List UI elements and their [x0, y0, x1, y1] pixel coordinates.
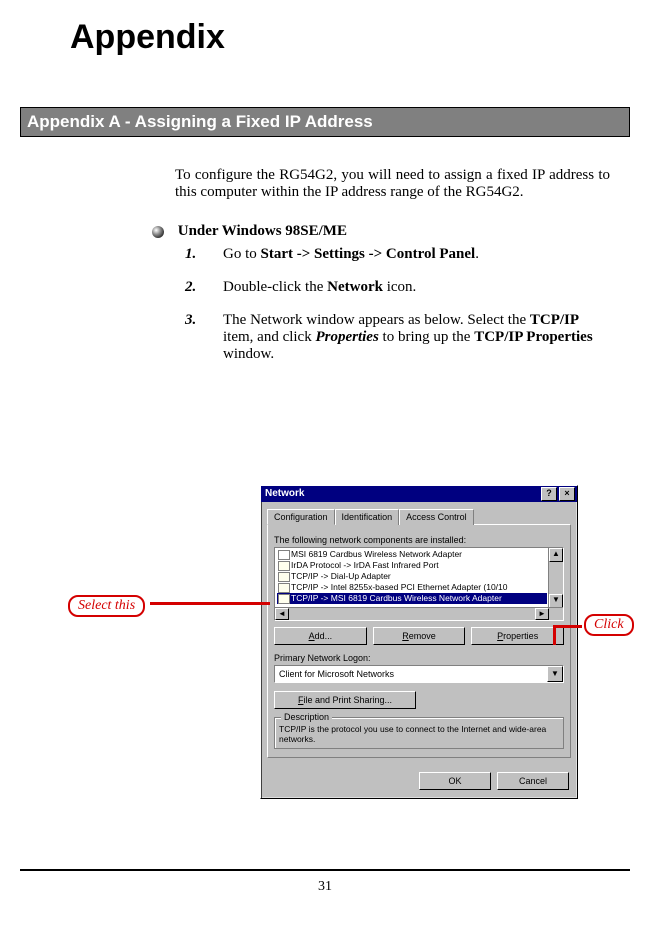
- help-button[interactable]: ?: [541, 487, 557, 501]
- step-2: 2. Double-click the Network icon.: [185, 279, 610, 296]
- prop-rest: roperties: [503, 631, 538, 641]
- list-item[interactable]: TCP/IP -> Intel 8255x-based PCI Ethernet…: [277, 582, 547, 593]
- primary-logon-combo[interactable]: Client for Microsoft Networks ▼: [274, 665, 564, 683]
- button-row: Add... Remove Properties: [274, 627, 564, 645]
- dialog-footer: OK Cancel: [261, 766, 577, 798]
- combo-dropdown-button[interactable]: ▼: [547, 666, 563, 682]
- platform-heading: Under Windows 98SE/ME: [152, 223, 650, 240]
- callout-select-this: Select this: [68, 595, 145, 617]
- list-inner: MSI 6819 Cardbus Wireless Network Adapte…: [275, 548, 549, 608]
- step-1-num: 1.: [185, 246, 196, 263]
- step-3: 3. The Network window appears as below. …: [185, 312, 610, 363]
- step-1-bold: Start -> Settings -> Control Panel: [261, 246, 476, 262]
- fps-rest: ile and Print Sharing...: [303, 695, 392, 705]
- properties-button[interactable]: Properties: [471, 627, 564, 645]
- close-button[interactable]: ×: [559, 487, 575, 501]
- bullet-icon: [152, 226, 164, 238]
- list-item[interactable]: TCP/IP -> Dial-Up Adapter: [277, 571, 547, 582]
- scroll-left-button[interactable]: ◄: [275, 608, 289, 620]
- description-title: Description: [281, 712, 332, 722]
- list-item[interactable]: IrDA Protocol -> IrDA Fast Infrared Port: [277, 560, 547, 571]
- list-item-selected[interactable]: TCP/IP -> MSI 6819 Cardbus Wireless Netw…: [277, 593, 547, 604]
- network-dialog: Network ? × Configuration Identification…: [260, 485, 578, 799]
- installed-label: The following network components are ins…: [274, 535, 564, 545]
- step-3-d: Properties: [315, 329, 378, 345]
- callout-click-line-h: [554, 625, 582, 628]
- step-3-f: TCP/IP Properties: [474, 329, 592, 345]
- step-3-b: TCP/IP: [530, 312, 579, 328]
- list-item[interactable]: MSI 6819 Cardbus Wireless Network Adapte…: [277, 549, 547, 560]
- tab-identification[interactable]: Identification: [335, 509, 400, 525]
- step-3-c: item, and click: [223, 329, 315, 345]
- callout-click-line-v: [553, 625, 556, 645]
- remove-rest: emove: [409, 631, 436, 641]
- step-1-pre: Go to: [223, 246, 261, 262]
- section-heading-bar: Appendix A - Assigning a Fixed IP Addres…: [20, 107, 630, 137]
- step-3-g: window.: [223, 346, 274, 362]
- step-1-post: .: [475, 246, 479, 262]
- step-2-pre: Double-click the: [223, 279, 327, 295]
- cancel-button[interactable]: Cancel: [497, 772, 569, 790]
- dialog-titlebar[interactable]: Network ? ×: [261, 486, 577, 502]
- dialog-body: Configuration Identification Access Cont…: [261, 502, 577, 766]
- footer-rule: [20, 869, 630, 871]
- tabs: Configuration Identification Access Cont…: [267, 508, 571, 524]
- platform-heading-text: Under Windows 98SE/ME: [178, 223, 347, 239]
- page-title: Appendix: [70, 18, 650, 57]
- vertical-scrollbar[interactable]: ▲ ▼: [548, 548, 563, 608]
- tab-access-control[interactable]: Access Control: [399, 509, 474, 525]
- add-button[interactable]: Add...: [274, 627, 367, 645]
- page-number: 31: [0, 879, 650, 895]
- ok-button[interactable]: OK: [419, 772, 491, 790]
- step-3-e: to bring up the: [379, 329, 474, 345]
- dialog-window: Network ? × Configuration Identification…: [260, 485, 578, 799]
- file-print-sharing-button[interactable]: File and Print Sharing...: [274, 691, 416, 709]
- step-2-bold: Network: [327, 279, 383, 295]
- steps-list: 1. Go to Start -> Settings -> Control Pa…: [185, 246, 610, 363]
- step-2-num: 2.: [185, 279, 196, 296]
- add-rest: dd...: [315, 631, 333, 641]
- description-groupbox: Description TCP/IP is the protocol you u…: [274, 717, 564, 749]
- remove-button[interactable]: Remove: [373, 627, 466, 645]
- step-2-post: icon.: [383, 279, 416, 295]
- scroll-up-button[interactable]: ▲: [549, 548, 563, 562]
- callout-select-line: [150, 602, 270, 605]
- step-3-num: 3.: [185, 312, 196, 329]
- step-3-a: The Network window appears as below. Sel…: [223, 312, 530, 328]
- step-1: 1. Go to Start -> Settings -> Control Pa…: [185, 246, 610, 263]
- description-text: TCP/IP is the protocol you use to connec…: [279, 724, 559, 744]
- horizontal-scrollbar[interactable]: ◄ ►: [275, 607, 563, 620]
- components-listbox[interactable]: MSI 6819 Cardbus Wireless Network Adapte…: [274, 547, 564, 621]
- tab-configuration[interactable]: Configuration: [267, 509, 335, 525]
- scroll-down-button[interactable]: ▼: [549, 594, 563, 608]
- dialog-title: Network: [265, 486, 539, 502]
- callout-click: Click: [584, 614, 634, 636]
- tab-panel: The following network components are ins…: [267, 524, 571, 758]
- scroll-right-button[interactable]: ►: [535, 608, 549, 620]
- primary-logon-label: Primary Network Logon:: [274, 653, 564, 663]
- primary-logon-value: Client for Microsoft Networks: [279, 669, 394, 679]
- intro-paragraph: To configure the RG54G2, you will need t…: [175, 167, 610, 201]
